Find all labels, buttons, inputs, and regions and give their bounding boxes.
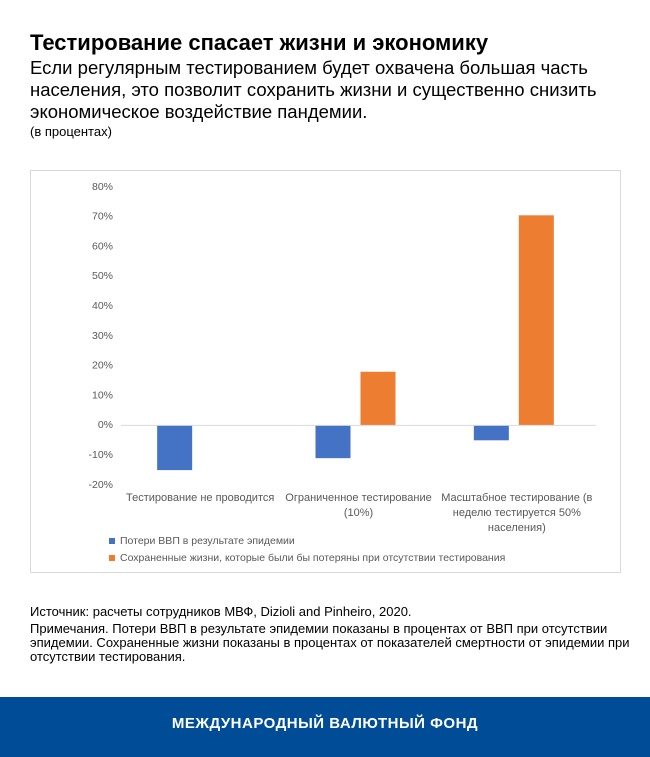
legend-swatch: [109, 555, 115, 561]
y-tick-label: 70%: [92, 211, 113, 223]
y-tick-label: 50%: [92, 270, 113, 282]
legend-label: Сохраненные жизни, которые были бы потер…: [120, 552, 506, 564]
legend-swatch: [109, 538, 115, 544]
bar: [473, 425, 509, 441]
x-tick-label: Тестирование не проводится: [125, 492, 275, 504]
legend-label: Потери ВВП в результате эпидемии: [120, 535, 295, 547]
y-tick-label: 40%: [92, 300, 113, 312]
chart-area: -20% -10% 0% 10% 20% 30% 40% 50% 60% 70% 80% Тести…: [30, 170, 621, 573]
title: Тестирование спасает жизни и экономику: [30, 30, 489, 55]
notes: Примечания. Потери ВВП в результате эпид…: [30, 621, 630, 664]
x-tick-label: Масштабное тестирование (в неделю тестир…: [441, 492, 593, 534]
y-tick-label: -10%: [88, 449, 113, 461]
footer-bar: МЕЖДУНАРОДНЫЙ ВАЛЮТНЫЙ ФОНД: [0, 697, 650, 757]
bar: [157, 425, 193, 471]
y-tick-label: 80%: [92, 181, 113, 193]
y-tick-label: 0%: [98, 419, 113, 431]
x-tick-label: Ограниченное тестирование (10%): [285, 492, 432, 519]
organization: МЕЖДУНАРОДНЫЙ ВАЛЮТНЫЙ ФОНД: [171, 715, 479, 732]
legend-entry: Сохраненные жизни, которые были бы потер…: [109, 552, 505, 564]
bar: [360, 371, 396, 426]
y-tick-label: 10%: [92, 389, 113, 401]
source: Источник: расчеты сотрудников МВФ, Dizio…: [30, 604, 412, 619]
bar: [315, 425, 351, 459]
legend-entry: Потери ВВП в результате эпидемии: [109, 535, 295, 547]
unit-note: (в процентах): [30, 124, 112, 139]
y-tick-label: 60%: [92, 240, 113, 252]
y-tick-label: 30%: [92, 330, 113, 342]
y-tick-label: -20%: [88, 479, 113, 491]
subtitle: Если регулярным тестированием будет охва…: [30, 57, 597, 122]
chart: -20% -10% 0% 10% 20% 30% 40% 50% 60% 70% 80%: [88, 181, 596, 491]
bar: [518, 215, 554, 426]
y-tick-label: 20%: [92, 360, 113, 372]
